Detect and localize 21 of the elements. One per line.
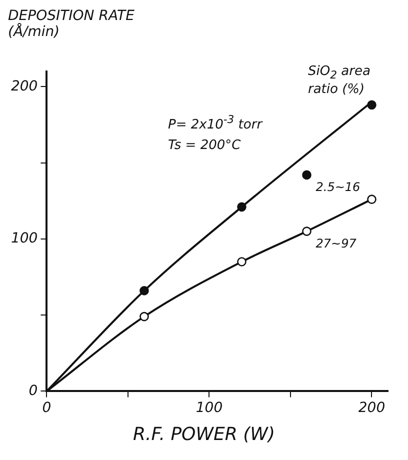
y-axis-title: DEPOSITION RATE (Å/min)	[8, 8, 136, 40]
series-label: 2.5~16	[316, 180, 361, 194]
point	[237, 202, 246, 212]
point	[237, 257, 246, 266]
series-label: 27~97	[316, 236, 357, 250]
y-tick-label: 100	[10, 230, 38, 247]
x-axis-title: R.F. POWER (W)	[132, 424, 276, 445]
x-tick-label: 200	[358, 400, 386, 416]
point	[367, 100, 376, 110]
point	[302, 226, 312, 236]
annotation: P= 2x10$^{-3}$ torr	[168, 113, 264, 132]
annotation: Ts = 200°C	[168, 138, 242, 153]
x-tick-label: 100	[196, 400, 223, 416]
y-tick-label: 200	[10, 78, 38, 94]
point	[140, 312, 149, 322]
y-tick-label: 0	[28, 382, 38, 399]
point	[367, 194, 376, 204]
x-tick-label: 0	[42, 400, 52, 416]
annotation: SiO$_{2}$ area ratio (%)	[308, 64, 372, 97]
point	[302, 170, 312, 180]
point	[140, 286, 149, 296]
